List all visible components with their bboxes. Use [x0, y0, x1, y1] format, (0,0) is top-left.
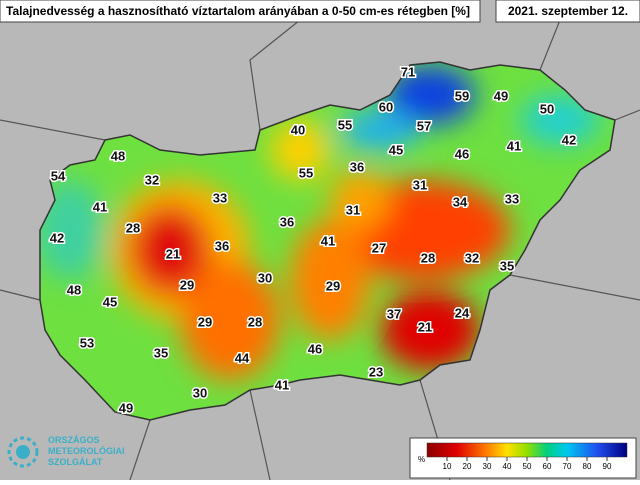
- colorbar-tick-label: 50: [523, 462, 532, 471]
- colorbar-tick-label: 60: [543, 462, 552, 471]
- station-value: 44: [235, 350, 250, 365]
- station-value: 30: [258, 270, 272, 285]
- station-value: 55: [299, 165, 313, 180]
- station-value: 36: [215, 238, 229, 253]
- station-value: 23: [369, 364, 383, 379]
- date: 2021. szeptember 12.: [508, 4, 628, 18]
- station-value: 31: [413, 177, 427, 192]
- station-value: 21: [418, 319, 432, 334]
- logo-text: SZOLGÁLAT: [48, 457, 103, 467]
- title: Talajnedvesség a hasznosítható víztartal…: [6, 4, 470, 18]
- station-value: 42: [50, 230, 64, 245]
- station-value: 46: [455, 146, 469, 161]
- station-value: 29: [326, 278, 340, 293]
- station-value: 53: [80, 335, 94, 350]
- station-value: 27: [372, 240, 386, 255]
- station-value: 41: [507, 138, 521, 153]
- station-value: 24: [455, 305, 470, 320]
- station-value: 60: [379, 99, 393, 114]
- station-value: 28: [421, 250, 435, 265]
- station-value: 29: [180, 277, 194, 292]
- station-value: 42: [562, 132, 576, 147]
- station-value: 31: [346, 202, 360, 217]
- colorbar-tick-label: 90: [603, 462, 612, 471]
- station-value: 40: [291, 122, 305, 137]
- station-value: 41: [275, 377, 289, 392]
- station-value: 48: [111, 148, 125, 163]
- station-value: 37: [387, 306, 401, 321]
- station-value: 28: [126, 220, 140, 235]
- logo-text: ORSZÁGOS: [48, 435, 100, 445]
- colorbar: [426, 442, 628, 458]
- station-value: 59: [455, 88, 469, 103]
- colorbar-tick-label: 10: [443, 462, 452, 471]
- station-value: 34: [453, 194, 468, 209]
- colorbar-tick-label: 80: [583, 462, 592, 471]
- station-value: 71: [401, 64, 415, 79]
- colorbar-tick-label: 20: [463, 462, 472, 471]
- station-value: 49: [494, 88, 508, 103]
- station-value: 21: [166, 246, 180, 261]
- station-value: 45: [103, 294, 117, 309]
- title-box: [0, 0, 481, 23]
- colorbar-tick-label: 70: [563, 462, 572, 471]
- colorbar-tick-label: 40: [503, 462, 512, 471]
- station-value: 41: [321, 233, 335, 248]
- station-value: 41: [93, 199, 107, 214]
- station-value: 46: [308, 341, 322, 356]
- borders: [0, 19, 640, 481]
- station-value: 57: [417, 118, 431, 133]
- station-value: 55: [338, 117, 352, 132]
- station-value: 29: [198, 314, 212, 329]
- station-value: 49: [119, 400, 133, 415]
- station-value: 28: [248, 314, 262, 329]
- date-box: [495, 0, 640, 23]
- station-value: 30: [193, 385, 207, 400]
- colorbar-unit: %: [418, 455, 425, 464]
- station-value: 36: [280, 214, 294, 229]
- station-value: 36: [350, 159, 364, 174]
- logo-text: METEOROLÓGIAI: [48, 445, 125, 456]
- station-value: 50: [540, 101, 554, 116]
- station-value: 45: [389, 142, 403, 157]
- colorbar-tick-label: 30: [483, 462, 492, 471]
- station-value: 35: [154, 345, 168, 360]
- station-value: 32: [465, 250, 479, 265]
- station-value: 48: [67, 282, 81, 297]
- station-value: 35: [500, 258, 514, 273]
- station-value: 32: [145, 172, 159, 187]
- station-value: 33: [213, 190, 227, 205]
- station-value: 54: [51, 168, 66, 183]
- station-value: 33: [505, 191, 519, 206]
